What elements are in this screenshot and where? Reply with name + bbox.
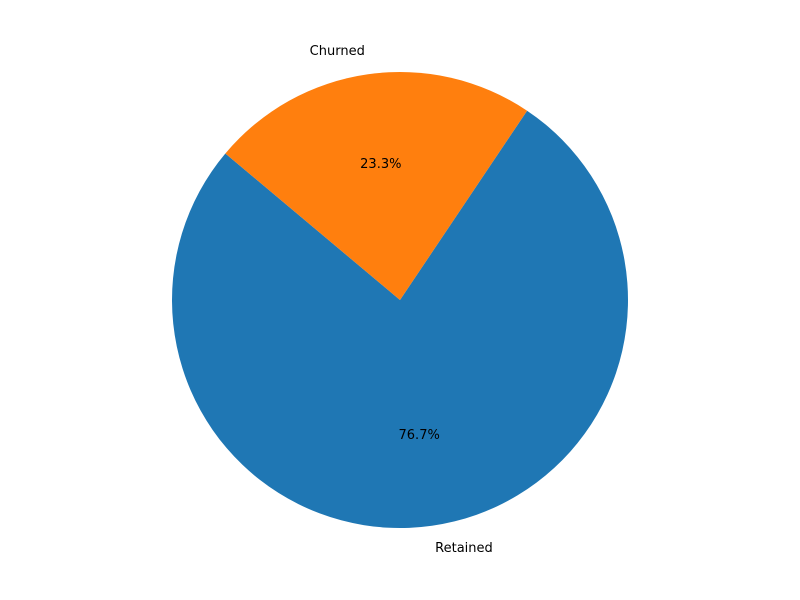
pie-slice-retained — [171, 110, 628, 528]
slice-label-retained: Retained — [435, 541, 493, 556]
pie-labels: 76.7% Retained 23.3% Churned — [310, 44, 493, 556]
pct-label-retained: 76.7% — [399, 428, 440, 443]
pie-slice-churned — [225, 72, 528, 300]
pct-label-churned: 23.3% — [360, 157, 401, 172]
slice-label-churned: Churned — [310, 44, 365, 59]
pie-slices — [171, 72, 628, 528]
